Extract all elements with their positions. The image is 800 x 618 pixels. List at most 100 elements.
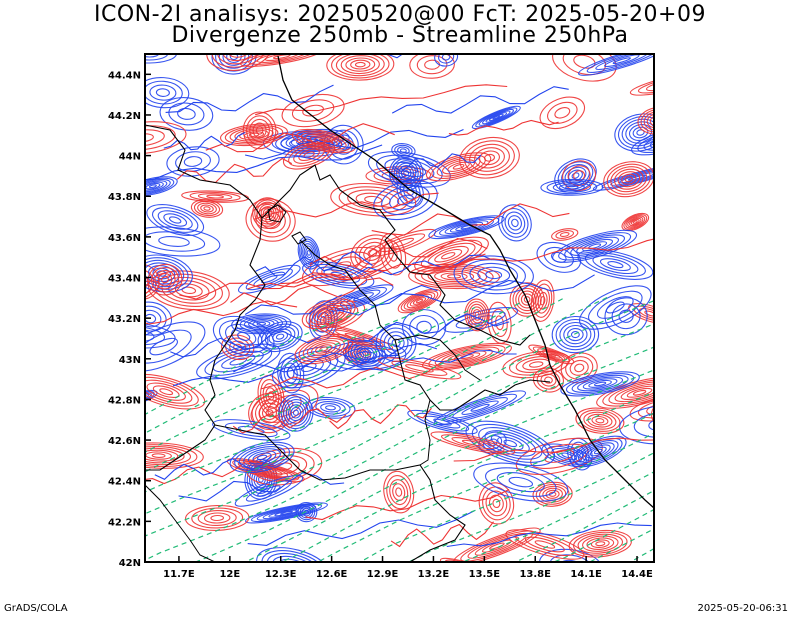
contour-line — [567, 328, 584, 342]
contour-line — [482, 110, 511, 125]
contour-line — [405, 364, 434, 373]
contour-line — [602, 379, 654, 407]
lat-tick-label: 43.4N — [108, 274, 141, 285]
contour-line — [461, 259, 526, 291]
contour-line — [398, 165, 414, 182]
contour-line — [234, 475, 304, 507]
contour-line — [309, 238, 488, 267]
contour-line — [145, 280, 160, 314]
contour-line — [612, 57, 631, 65]
contour-line — [206, 54, 272, 71]
contour-line — [403, 292, 436, 310]
contour-line — [545, 489, 560, 499]
contour-line — [496, 472, 545, 493]
contour-line — [227, 54, 251, 58]
contour-line — [439, 557, 490, 562]
contour-line — [399, 148, 407, 153]
contour-line — [145, 257, 189, 290]
contour-line — [504, 211, 526, 235]
contour-line — [547, 101, 578, 124]
contour-line — [586, 54, 654, 73]
contour-line — [255, 250, 373, 277]
contour-line — [145, 178, 171, 194]
contour-line — [340, 55, 380, 75]
contour-line — [577, 376, 624, 392]
contour-line — [200, 204, 214, 213]
contour-line — [434, 390, 527, 426]
contour-line — [262, 506, 311, 520]
contour-line — [149, 337, 178, 356]
contour-line — [588, 290, 643, 325]
streamline — [461, 471, 654, 562]
contour-line — [518, 290, 537, 309]
contour-line — [212, 419, 291, 441]
contour-line — [425, 152, 492, 182]
contour-line — [637, 106, 654, 135]
contour-line — [383, 331, 409, 355]
contour-line — [166, 146, 220, 177]
contour-line — [507, 215, 522, 231]
contour-line — [461, 439, 484, 447]
contour-line — [629, 217, 642, 227]
contour-line — [655, 406, 674, 424]
contour-line — [630, 218, 640, 226]
contour-line — [478, 482, 515, 525]
contour-line — [245, 502, 328, 524]
contour-line — [391, 143, 416, 159]
contour-line — [448, 119, 559, 136]
contour-line — [231, 327, 257, 345]
contour-line — [515, 437, 603, 475]
contour-line — [224, 422, 278, 438]
contour-line — [637, 128, 654, 154]
contour-line — [489, 542, 505, 550]
contour-line — [551, 228, 579, 241]
contour-line — [347, 189, 400, 210]
contour-line — [549, 554, 593, 562]
contour-line — [145, 309, 162, 328]
contour-line — [359, 348, 372, 359]
contour-line — [524, 536, 565, 553]
contour-line — [261, 275, 278, 284]
contour-line — [145, 54, 178, 64]
contour-line — [436, 238, 654, 269]
contour-line — [175, 151, 211, 172]
contour-line — [280, 253, 486, 285]
contour-line — [149, 84, 177, 101]
contour-line — [409, 54, 455, 79]
contour-line — [406, 293, 433, 309]
contour-line — [434, 248, 463, 263]
lat-tick-label: 43.2N — [108, 314, 141, 325]
lake-outline — [267, 204, 307, 245]
contour-line — [367, 248, 378, 258]
contour-line — [226, 54, 242, 63]
contour-line — [623, 214, 648, 230]
contour-line — [617, 171, 641, 188]
contour-line — [248, 319, 275, 329]
contour-line — [453, 255, 534, 295]
contour-line — [610, 166, 648, 193]
contour-line — [145, 275, 149, 289]
contour-line — [536, 370, 561, 390]
contour-line — [320, 308, 337, 319]
contour-line — [148, 184, 157, 189]
contour-line — [395, 487, 403, 497]
contour-line — [275, 333, 285, 340]
contour-line — [579, 285, 652, 330]
contour-line — [585, 444, 611, 459]
contour-line — [344, 332, 365, 341]
contour-line — [354, 61, 366, 68]
contour-line — [165, 84, 334, 113]
contour-line — [412, 297, 427, 305]
contour-line — [422, 342, 512, 371]
contour-line — [145, 125, 176, 151]
contour-line — [437, 54, 455, 64]
contour-line — [145, 391, 155, 404]
contour-line — [649, 114, 654, 127]
contour-line — [325, 405, 336, 411]
contour-line — [335, 54, 385, 77]
contour-line — [434, 54, 459, 67]
contour-line — [161, 276, 217, 304]
contour-line — [258, 402, 281, 424]
contour-line — [255, 84, 508, 116]
contour-line — [389, 479, 409, 506]
